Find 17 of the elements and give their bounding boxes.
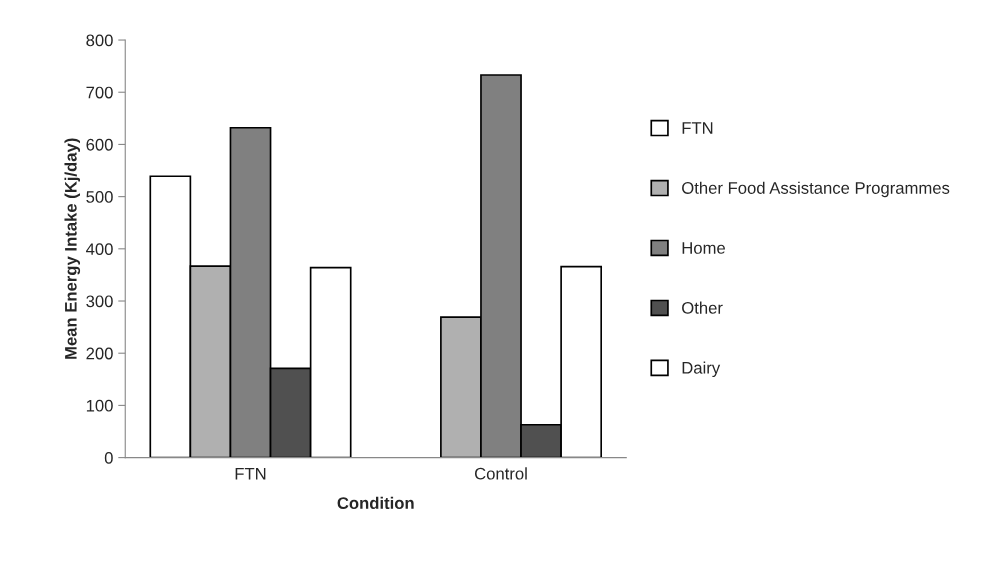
y-tick-label: 600 [86, 138, 113, 151]
legend-label: Other [682, 301, 723, 314]
x-tick-label: Control [474, 467, 527, 480]
legend-label: Dairy [682, 361, 721, 378]
y-tick-label: 0 [104, 452, 113, 464]
y-tick-label: 500 [86, 191, 113, 203]
y-tick-label: 100 [86, 399, 113, 412]
y-tick-label: 300 [86, 295, 113, 308]
y-tick-label: 400 [86, 243, 113, 256]
legend-label: Home [682, 242, 725, 254]
y-tick-label: 800 [86, 34, 113, 47]
y-axis-title: Mean Energy Intake (Kj/day) [64, 138, 81, 359]
x-axis-title: Condition [337, 496, 414, 509]
y-tick-label: 200 [86, 347, 113, 360]
legend-label: Other Food Assistance Programmes [682, 181, 950, 198]
legend-label: FTN [682, 122, 713, 134]
y-tick-label: 700 [86, 86, 113, 99]
